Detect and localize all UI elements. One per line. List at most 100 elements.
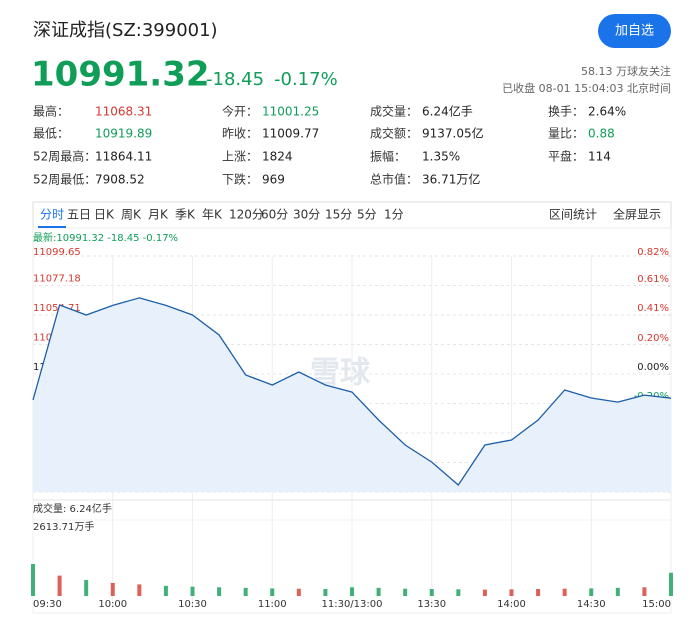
volume-bar [217, 587, 222, 596]
y2-tick-label: 0.61% [637, 274, 669, 285]
x-tick-label: 10:30 [178, 599, 207, 610]
tab[interactable]: 5分 [357, 208, 377, 222]
tool[interactable]: 全屏显示 [613, 207, 661, 222]
tab[interactable]: 60分 [261, 208, 288, 222]
tab[interactable]: 月K [148, 208, 169, 222]
stat-value: 9137.05亿 [422, 126, 484, 141]
volume-bar [296, 588, 301, 596]
stat-value: 7908.52 [95, 173, 145, 187]
status: 已收盘 08-01 15:04:03 北京时间 [502, 81, 671, 95]
stat-label: 成交额： [370, 126, 418, 141]
stat-value: 114 [588, 150, 611, 164]
y2-tick-label: 0.41% [637, 303, 669, 314]
stat-value: 969 [262, 173, 285, 187]
volume-bar [615, 587, 620, 596]
latest: 最新:10991.32 -18.45 -0.17% [33, 231, 178, 244]
stat-label: 量比： [548, 127, 584, 141]
tab[interactable]: 15分 [325, 208, 352, 222]
tab[interactable]: 120分 [229, 208, 264, 222]
followers: 58.13 万球友关注 [581, 64, 671, 78]
stat-label: 平盘： [548, 149, 584, 164]
y2-tick-label: 0.00% [637, 362, 669, 373]
x-tick-label: 10:00 [98, 599, 127, 610]
y2-tick-label: 0.20% [637, 333, 669, 344]
stat-value: 11009.77 [262, 127, 319, 141]
volume-label: 成交量: 6.24亿手 [33, 502, 112, 515]
volume-bar [190, 586, 195, 596]
stat-label: 52周最低： [33, 173, 96, 187]
add-button[interactable] [598, 14, 671, 48]
tab[interactable]: 年K [202, 208, 223, 222]
stat-label: 今开： [222, 104, 258, 119]
volume-bar [536, 589, 541, 596]
tab[interactable]: 1分 [384, 208, 404, 222]
y-tick-label: 11077.18 [33, 274, 81, 285]
volume-bar [163, 585, 168, 596]
title: 深证成指(SZ:399001) [33, 20, 218, 41]
tab[interactable]: 30分 [293, 208, 320, 222]
stat-label: 最高： [33, 104, 69, 119]
tab[interactable]: 周K [121, 208, 142, 222]
volume-bar [669, 572, 673, 596]
volume-bar [323, 589, 328, 596]
x-tick-label: 11:30/13:00 [321, 599, 382, 610]
x-tick-label: 14:30 [577, 599, 606, 610]
y-tick-label: 11099.65 [33, 247, 81, 258]
volume-bar [403, 588, 408, 596]
x-tick-label: 13:30 [417, 599, 446, 610]
stat-label: 最低： [33, 127, 69, 141]
volume-bar [456, 589, 461, 596]
tab[interactable]: 季K [175, 208, 196, 222]
x-tick-label: 15:00 [642, 599, 671, 610]
stat-value: 1.35% [422, 150, 460, 164]
stat-value: 36.71万亿 [422, 172, 480, 187]
volume-bar [562, 588, 567, 596]
price: 10991.32 [31, 55, 210, 95]
y-tick-label: 11054.71 [33, 303, 81, 314]
tab[interactable]: 五日 [67, 208, 91, 222]
volume-bar [31, 564, 35, 596]
volume-bar [642, 587, 647, 596]
tool[interactable]: 区间统计 [549, 208, 597, 222]
tab[interactable]: 日K [94, 208, 115, 222]
x-tick-label: 09:30 [33, 599, 62, 610]
x-tick-label: 14:00 [497, 599, 526, 610]
stat-label: 下跌： [222, 172, 258, 187]
volume-bar [110, 582, 115, 596]
volume-bar [429, 589, 434, 596]
volume-bar [376, 587, 381, 596]
volume-bar [589, 588, 594, 596]
price-area [33, 297, 671, 492]
add-button-label[interactable]: 加自选 [615, 24, 654, 39]
volume-bar [84, 580, 89, 596]
stat-label: 昨收： [222, 127, 258, 141]
stat-value: 11001.25 [262, 105, 319, 119]
stat-value: 1824 [262, 150, 293, 164]
volume-bar [350, 587, 354, 596]
price-line [32, 297, 672, 486]
volume-bar [137, 584, 142, 596]
volume-bar [57, 575, 62, 596]
stat-value: 0.88 [588, 127, 615, 141]
volume-bar [243, 587, 248, 596]
stat-label: 52周最高： [33, 149, 96, 164]
change: -18.45 [206, 69, 264, 90]
stat-value: 10919.89 [95, 127, 152, 141]
x-tick-label: 11:00 [258, 599, 287, 610]
stat-value: 2.64% [588, 105, 626, 119]
stat-label: 上涨： [222, 149, 258, 164]
stat-label: 总市值： [370, 172, 418, 187]
stat-label: 换手： [548, 105, 584, 119]
change-pct: -0.17% [274, 69, 338, 90]
stat-label: 振幅： [370, 149, 406, 164]
volume-bar [270, 588, 275, 596]
stat-value: 11068.31 [95, 105, 152, 119]
y2-tick-label: 0.82% [637, 247, 669, 258]
stat-value: 6.24亿手 [422, 104, 473, 119]
tab[interactable]: 分时 [40, 208, 64, 222]
stat-value: 11864.11 [95, 150, 152, 164]
volume-bar [482, 589, 487, 596]
stat-label: 成交量： [370, 104, 418, 119]
